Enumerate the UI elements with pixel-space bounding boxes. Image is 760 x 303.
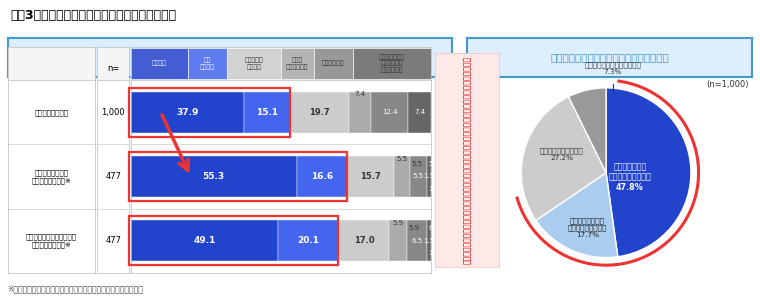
Text: ワーケーション
という言葫を
知らなかった: ワーケーション という言葫を 知らなかった (378, 54, 405, 73)
Text: 1.5: 1.5 (423, 238, 435, 244)
Bar (131, 220, 278, 261)
Text: 勤め先でのワーケーション制度の導入状況: 勤め先でのワーケーション制度の導入状況 (550, 52, 670, 63)
Bar (226, 48, 281, 79)
Text: 5.5: 5.5 (428, 161, 439, 167)
Text: 7.4: 7.4 (414, 109, 425, 115)
Bar (129, 152, 347, 201)
Text: 制度にはない・利用していないものの、ワーケーションを実施していた〝隠れワーケーター〞が存在: 制度にはない・利用していないものの、ワーケーションを実施していた〝隠れワーケータ… (463, 56, 471, 264)
Bar (394, 156, 410, 197)
Bar (280, 48, 314, 79)
Bar (426, 156, 431, 197)
Text: やや
行いたい: やや 行いたい (200, 58, 215, 70)
Text: 導入されていていない
27.2%: 導入されていていない 27.2% (540, 147, 584, 161)
Text: 行いたくない: 行いたくない (322, 61, 344, 66)
Bar (426, 220, 431, 261)
Text: 1.5: 1.5 (428, 251, 439, 256)
Bar (131, 92, 245, 133)
Bar (129, 88, 290, 137)
Text: 12.4: 12.4 (382, 109, 397, 115)
Bar (371, 92, 408, 133)
Text: 16.6: 16.6 (311, 172, 333, 181)
Text: ＜図3＞　今後のワーケーション実施・導入意向: ＜図3＞ 今後のワーケーション実施・導入意向 (10, 9, 176, 22)
Wedge shape (568, 88, 606, 173)
Text: あまり
行いたくない: あまり 行いたくない (286, 58, 309, 70)
Text: 5.5: 5.5 (413, 174, 424, 179)
Text: 5.5: 5.5 (397, 155, 407, 161)
Bar (407, 220, 426, 261)
Text: 37.9: 37.9 (176, 108, 199, 117)
Text: 20.1: 20.1 (297, 236, 319, 245)
Bar (338, 220, 389, 261)
Text: 477: 477 (105, 236, 122, 245)
Bar (131, 48, 188, 79)
Text: 19.7: 19.7 (309, 108, 330, 117)
Text: 55.3: 55.3 (203, 172, 225, 181)
Bar (314, 48, 353, 79)
Bar (389, 220, 407, 261)
Text: 15.7: 15.7 (359, 172, 381, 181)
Text: 導入されているかわからない
7.3%: 導入されているかわからない 7.3% (584, 62, 641, 75)
Text: 477: 477 (105, 172, 122, 181)
Text: 15.1: 15.1 (256, 108, 278, 117)
Text: 6.5: 6.5 (411, 238, 423, 244)
Bar (349, 92, 371, 133)
Text: どちらとも
いえない: どちらとも いえない (245, 58, 263, 70)
Text: ワーケーション実施・導入意向: ワーケーション実施・導入意向 (186, 52, 274, 63)
Bar (278, 220, 338, 261)
Wedge shape (536, 173, 618, 258)
Bar (129, 216, 338, 265)
Bar (347, 156, 394, 197)
Text: 49.1: 49.1 (193, 236, 216, 245)
Text: n=: n= (107, 64, 119, 73)
Text: 5.5: 5.5 (412, 161, 423, 167)
Bar (410, 156, 426, 197)
Text: あなたが行う場合
（管理職以上）　※: あなたが行う場合 （管理職以上） ※ (31, 169, 71, 184)
Wedge shape (521, 97, 606, 220)
Text: (n=1,000): (n=1,000) (706, 80, 749, 89)
Bar (290, 92, 349, 133)
Text: 1.5: 1.5 (428, 186, 439, 192)
Bar (188, 48, 226, 79)
Bar (296, 156, 347, 197)
Text: 会社や組織に導入する場合
（管理職以上）　※: 会社や組織に導入する場合 （管理職以上） ※ (26, 234, 77, 248)
Text: 7.4: 7.4 (354, 92, 366, 97)
Bar (353, 48, 431, 79)
Text: 5.9: 5.9 (393, 220, 404, 226)
Bar (245, 92, 290, 133)
Text: 導入されているが
利用したことはない
17.7%: 導入されているが 利用したことはない 17.7% (568, 217, 607, 238)
Text: 17.0: 17.0 (353, 236, 374, 245)
Bar (408, 92, 431, 133)
Text: 行いたい: 行いたい (152, 61, 166, 66)
Text: ※ワーケーション経験者１０００人のうち管理職以上の役職の人: ※ワーケーション経験者１０００人のうち管理職以上の役職の人 (8, 285, 144, 294)
Text: 1.5: 1.5 (423, 174, 435, 179)
Text: 1,000: 1,000 (101, 108, 125, 117)
Bar (131, 156, 296, 197)
Text: 5.9: 5.9 (409, 225, 420, 231)
Wedge shape (606, 88, 691, 257)
Text: 6.5: 6.5 (428, 225, 439, 231)
Text: あなたが行う場合: あなたが行う場合 (34, 109, 68, 116)
Text: 導入されていて
利用したことがある
47.8%: 導入されていて 利用したことがある 47.8% (609, 162, 651, 192)
